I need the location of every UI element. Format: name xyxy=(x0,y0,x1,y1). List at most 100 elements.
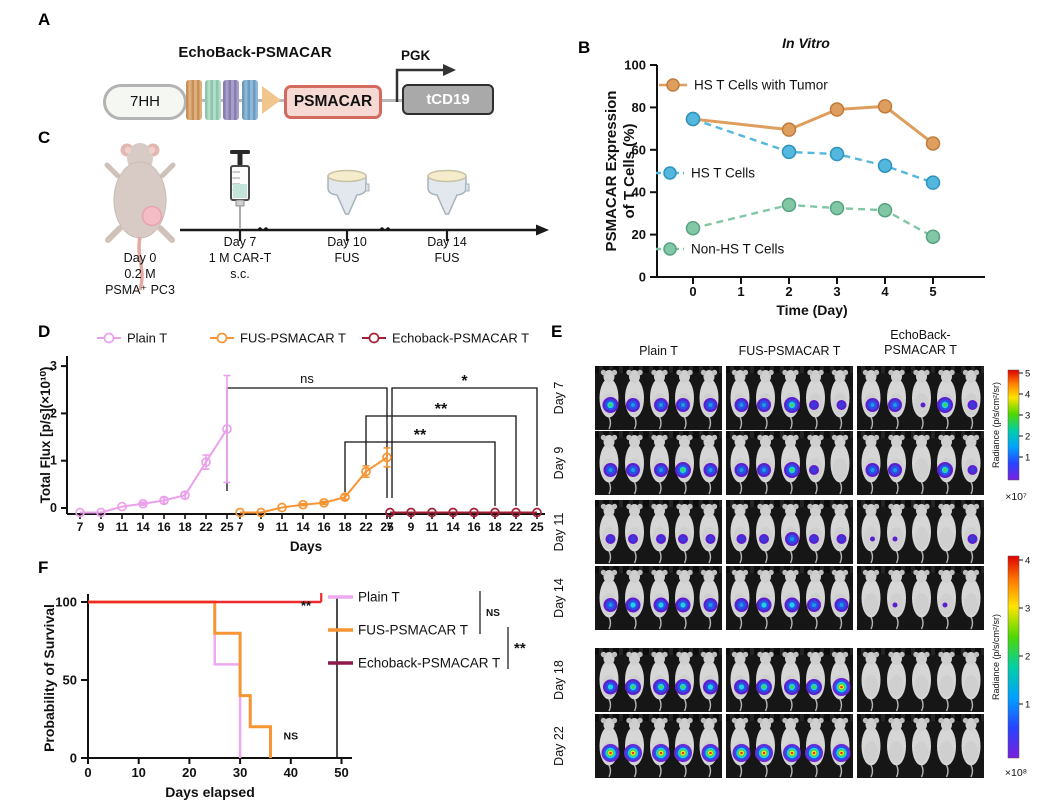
mouse-image xyxy=(781,569,800,630)
row-label: Day 9 xyxy=(552,446,566,480)
mouse-image xyxy=(912,717,931,778)
mouse-image xyxy=(961,434,981,495)
svg-text:**: ** xyxy=(414,427,427,444)
svg-text:0.2 M: 0.2 M xyxy=(124,267,155,281)
svg-text:s.c.: s.c. xyxy=(230,267,249,281)
mouse-image xyxy=(625,651,644,712)
mouse-image xyxy=(650,503,669,564)
panel-e-label: E xyxy=(551,322,563,341)
row-label: Day 18 xyxy=(552,660,566,700)
mouse-image xyxy=(730,651,750,712)
mouse-image xyxy=(650,651,669,712)
svg-text:18: 18 xyxy=(488,520,502,534)
bioluminescence-image-cell xyxy=(726,714,853,778)
column-header-line: FUS-PSMACAR T xyxy=(738,344,841,358)
tcd19-box: tCD19 xyxy=(402,84,494,115)
svg-text:7: 7 xyxy=(387,520,394,534)
svg-text:0: 0 xyxy=(689,284,696,299)
mouse-image xyxy=(730,369,750,430)
svg-text:11: 11 xyxy=(116,520,129,534)
svg-text:1: 1 xyxy=(737,284,744,299)
mouse-image xyxy=(755,717,775,778)
mouse-image xyxy=(937,503,956,564)
svg-text:2: 2 xyxy=(50,406,57,420)
bioluminescence-image-cell xyxy=(857,366,984,430)
mouse-image xyxy=(830,434,850,495)
mouse-icon xyxy=(104,143,176,291)
mouse-image xyxy=(937,369,956,430)
bioluminescence-image-cell xyxy=(726,431,853,495)
svg-text:FUS: FUS xyxy=(335,251,360,265)
svg-text:3: 3 xyxy=(1025,411,1030,422)
svg-text:FUS-PSMACAR T: FUS-PSMACAR T xyxy=(358,623,468,638)
panel-a-label: A xyxy=(38,10,51,29)
mouse-image xyxy=(625,434,644,495)
mouse-image xyxy=(625,369,644,430)
mouse-image xyxy=(937,651,956,712)
mouse-image xyxy=(937,717,956,778)
svg-text:Echoback-PSMACAR T: Echoback-PSMACAR T xyxy=(392,331,529,346)
column-header: Plain T xyxy=(595,344,722,359)
bioluminescence-image-cell xyxy=(595,648,722,712)
fus-transducer-icon xyxy=(427,169,470,215)
mouse-image xyxy=(624,717,644,778)
svg-text:Plain T: Plain T xyxy=(127,331,167,346)
panel-b-invitro-chart: 0 20 40 60 80 100 0 1 2 3 4 5 In Vitro Time (Day) PSMA… xyxy=(603,35,985,318)
column-header: FUS-PSMACAR T xyxy=(726,344,853,359)
svg-text:30: 30 xyxy=(233,765,247,780)
svg-text:Radiance (p/s/cm²/sr): Radiance (p/s/cm²/sr) xyxy=(991,614,1001,700)
syringe-icon xyxy=(230,150,250,228)
mouse-image xyxy=(961,651,981,712)
mouse-image xyxy=(599,569,619,630)
mouse-image xyxy=(830,651,851,712)
mouse-image xyxy=(961,717,981,778)
bioluminescence-image-cell xyxy=(857,648,984,712)
mouse-image xyxy=(830,503,850,564)
svg-text:of T Cells (%): of T Cells (%) xyxy=(621,123,638,218)
svg-text:NS: NS xyxy=(486,608,500,619)
mouse-image xyxy=(806,651,825,712)
svg-text:2: 2 xyxy=(1025,652,1030,663)
mouse-image xyxy=(781,434,800,495)
row-label: Day 14 xyxy=(552,578,566,618)
row-label: Day 11 xyxy=(552,512,566,552)
mouse-image xyxy=(961,569,981,630)
mouse-image xyxy=(730,717,751,778)
svg-text:PSMACAR Expression: PSMACAR Expression xyxy=(603,91,620,252)
hs-domain-block xyxy=(186,80,202,120)
svg-text:100: 100 xyxy=(624,58,646,73)
hs-domain-block xyxy=(204,80,221,120)
svg-text:7: 7 xyxy=(77,520,84,534)
svg-text:18: 18 xyxy=(338,520,352,534)
mouse-image xyxy=(937,434,956,495)
mouse-image xyxy=(699,503,719,564)
mouse-image xyxy=(961,369,981,430)
mouse-image xyxy=(937,569,956,630)
svg-text:×10⁷: ×10⁷ xyxy=(1005,491,1027,503)
svg-text:2: 2 xyxy=(1025,432,1030,443)
svg-text:22: 22 xyxy=(199,520,213,534)
bioluminescence-image-cell xyxy=(726,648,853,712)
svg-text:9: 9 xyxy=(258,520,265,534)
svg-text:FUS: FUS xyxy=(435,251,460,265)
svg-text:40: 40 xyxy=(632,185,646,200)
pgk-promoter-label: PGK xyxy=(401,48,431,63)
svg-text:Total Flux [p/s](×10¹⁰): Total Flux [p/s](×10¹⁰) xyxy=(40,367,53,504)
mouse-image xyxy=(625,503,644,564)
tumor-spot xyxy=(141,205,163,227)
svg-text:Day 7: Day 7 xyxy=(224,235,257,249)
svg-text:5: 5 xyxy=(929,284,936,299)
svg-text:11: 11 xyxy=(276,520,289,534)
mouse-image xyxy=(887,369,906,430)
fus-transducer-icon xyxy=(327,169,370,215)
mouse-image xyxy=(650,434,669,495)
mouse-image xyxy=(650,369,669,430)
mouse-image xyxy=(806,503,825,564)
svg-text:PSMA⁺ PC3: PSMA⁺ PC3 xyxy=(105,283,175,297)
svg-text:NS: NS xyxy=(284,730,299,742)
bioluminescence-image-cell xyxy=(857,431,984,495)
svg-text:HS T Cells with Tumor: HS T Cells with Tumor xyxy=(694,78,828,93)
mouse-image xyxy=(756,651,775,712)
column-header-line: PSMACAR T xyxy=(884,343,957,357)
mouse-image xyxy=(730,569,750,630)
